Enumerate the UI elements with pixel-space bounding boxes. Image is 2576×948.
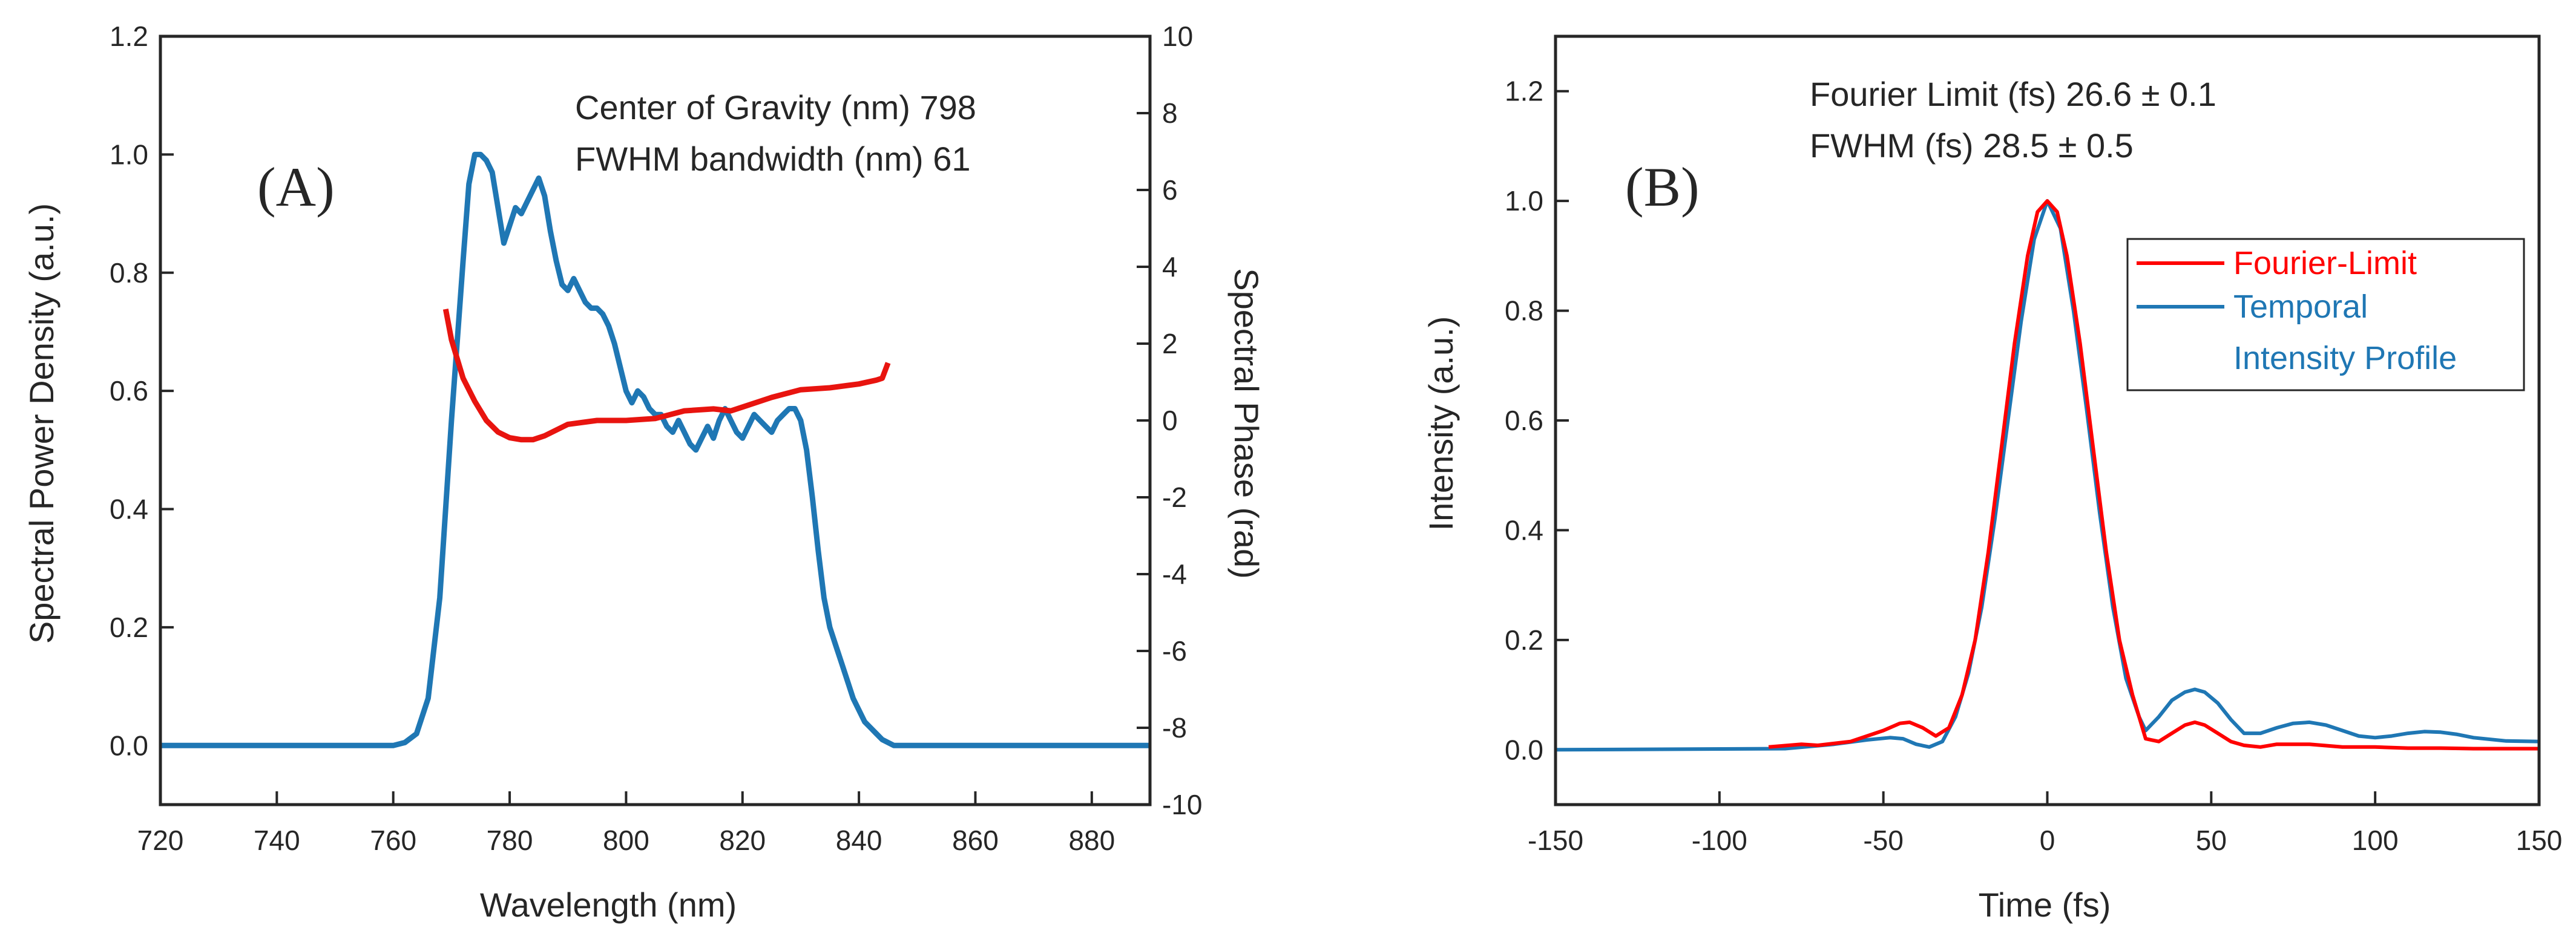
x-tick-label: 740 bbox=[254, 825, 300, 856]
y-tick-label: 1.2 bbox=[110, 21, 148, 52]
y2-tick-label: 8 bbox=[1162, 97, 1178, 129]
annotation-fwhm-bandwidth: FWHM bandwidth (nm) 61 bbox=[575, 140, 971, 178]
y2-tick-label: 10 bbox=[1162, 21, 1193, 52]
legend: Fourier-Limit Temporal Intensity Profile bbox=[2126, 238, 2525, 391]
x-tick-label: 800 bbox=[603, 825, 649, 856]
x-tick-label: 0 bbox=[2040, 825, 2055, 856]
panel-b-series bbox=[1555, 199, 2540, 752]
y-tick-label: 1.0 bbox=[110, 139, 148, 170]
x-tick-label: 860 bbox=[952, 825, 999, 856]
x-tick-label: -100 bbox=[1692, 825, 1747, 856]
annotation-center-of-gravity: Center of Gravity (nm) 798 bbox=[575, 88, 976, 126]
y-tick-label: 0.4 bbox=[1505, 514, 1543, 546]
y2-tick-label: -10 bbox=[1162, 789, 1202, 820]
x-tick-label: 720 bbox=[137, 825, 184, 856]
y2-tick-label: -6 bbox=[1162, 635, 1187, 667]
y2-tick-label: -8 bbox=[1162, 712, 1187, 744]
panel-a-label: (A) bbox=[257, 156, 335, 218]
y-tick-label: 0.0 bbox=[1505, 734, 1543, 765]
x-tick-label: 840 bbox=[836, 825, 882, 856]
annotation-fwhm-fs: FWHM (fs) 28.5 ± 0.5 bbox=[1810, 126, 2134, 165]
y-tick-label: 0.2 bbox=[1505, 624, 1543, 656]
legend-label-temporal: Temporal bbox=[2233, 289, 2368, 325]
y-tick-label: 0.6 bbox=[1505, 405, 1543, 436]
y-tick-label: 1.2 bbox=[1505, 76, 1543, 107]
y2-tick-label: 2 bbox=[1162, 328, 1178, 359]
y-tick-label: 0.8 bbox=[1505, 295, 1543, 327]
legend-label-fourier-limit: Fourier-Limit bbox=[2233, 245, 2417, 281]
y-tick-label: 1.0 bbox=[1505, 185, 1543, 217]
x-tick-label: -150 bbox=[1528, 825, 1583, 856]
x-tick-label: 150 bbox=[2516, 825, 2563, 856]
y-tick-label: 0.2 bbox=[110, 612, 148, 643]
x-tick-label: 820 bbox=[719, 825, 766, 856]
y2-tick-label: -2 bbox=[1162, 482, 1187, 513]
panel-a-ticks: 720 740 760 780 800 820 840 860 8800.00.20.40.60… bbox=[110, 21, 1202, 856]
panel-a-plot-frame bbox=[159, 34, 1152, 806]
panel-b-chart: -150 -100 -50 0 50 100 150 0.0 0.2 0.4 0.6 0.8 1.0 1.… bbox=[1422, 34, 2563, 924]
spectral-phase-line bbox=[442, 309, 891, 443]
y2-tick-label: 6 bbox=[1162, 174, 1178, 206]
panel-b-plot-frame bbox=[1554, 34, 2541, 806]
x-tick-label: 50 bbox=[2196, 825, 2227, 856]
spectral-power-density-line bbox=[160, 151, 1150, 748]
y2-tick-label: 4 bbox=[1162, 251, 1178, 283]
y-axis-label-b: Intensity (a.u.) bbox=[1422, 316, 1460, 531]
y-tick-label: 0.0 bbox=[110, 730, 148, 761]
x-tick-label: 780 bbox=[487, 825, 533, 856]
panel-b-label: (B) bbox=[1625, 156, 1700, 218]
fourier-limit-line bbox=[1768, 199, 2539, 751]
temporal-intensity-profile-line bbox=[1555, 199, 2540, 752]
panel-a-series bbox=[160, 151, 1150, 748]
x-axis-label-a: Wavelength (nm) bbox=[480, 886, 737, 924]
x-tick-label: 880 bbox=[1068, 825, 1115, 856]
x-tick-label: 100 bbox=[2352, 825, 2399, 856]
y-tick-label: 0.6 bbox=[110, 375, 148, 407]
y2-tick-label: -4 bbox=[1162, 558, 1187, 590]
y-axis-label-a: Spectral Power Density (a.u.) bbox=[22, 203, 61, 644]
x-tick-label: 760 bbox=[370, 825, 416, 856]
x-tick-label: -50 bbox=[1863, 825, 1903, 856]
y2-axis-label-a: Spectral Phase (rad) bbox=[1227, 268, 1266, 579]
y-tick-label: 0.8 bbox=[110, 257, 148, 289]
annotation-fourier-limit: Fourier Limit (fs) 26.6 ± 0.1 bbox=[1810, 75, 2216, 113]
x-axis-label-b: Time (fs) bbox=[1979, 886, 2111, 924]
legend-label-intensity-profile: Intensity Profile bbox=[2233, 340, 2457, 376]
y-tick-label: 0.4 bbox=[110, 494, 148, 525]
y2-tick-label: 0 bbox=[1162, 405, 1178, 436]
panel-a-chart: 720 740 760 780 800 820 840 860 8800.00.20.40.60… bbox=[22, 21, 1266, 924]
